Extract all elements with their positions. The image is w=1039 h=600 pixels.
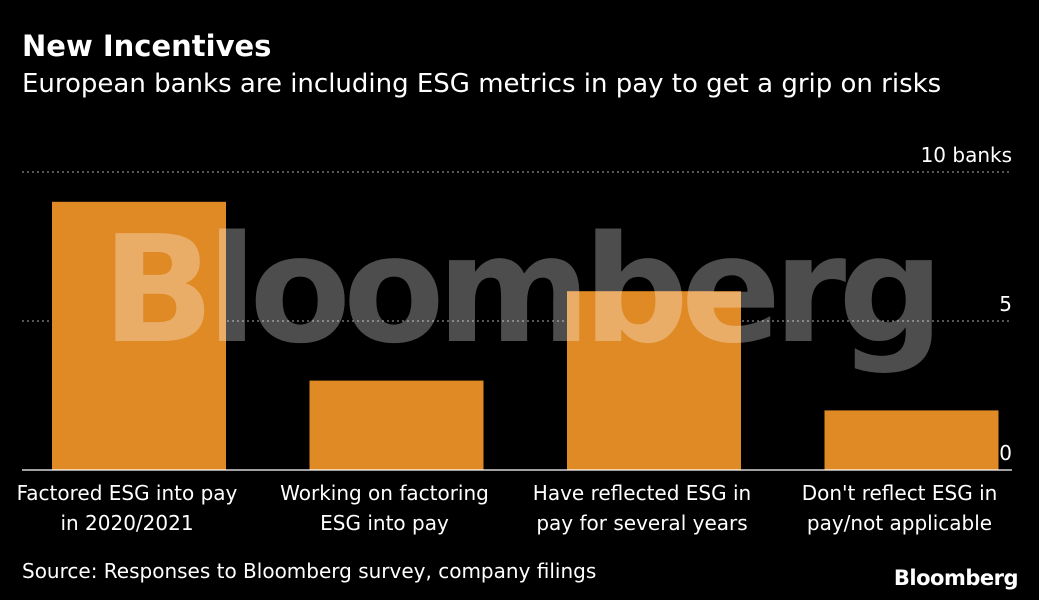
x-category-label: pay/not applicable bbox=[807, 511, 992, 535]
y-axis-tick-labels: 0 5 10 banks bbox=[921, 143, 1012, 465]
bar bbox=[309, 380, 484, 470]
bar bbox=[567, 291, 741, 470]
y-tick-label: 0 bbox=[999, 441, 1012, 465]
bloomberg-logo: Bloomberg bbox=[893, 566, 1019, 590]
chart-subtitle: European banks are including ESG metrics… bbox=[22, 69, 942, 99]
y-tick-label: 5 bbox=[999, 292, 1012, 316]
y-tick-label: 10 banks bbox=[921, 143, 1012, 167]
bars bbox=[52, 201, 999, 471]
source-note: Source: Responses to Bloomberg survey, c… bbox=[22, 559, 597, 583]
x-category-label: pay for several years bbox=[536, 511, 747, 535]
x-category-label: ESG into pay bbox=[320, 511, 449, 535]
x-category-label: Factored ESG into pay bbox=[17, 481, 238, 505]
bloomberg-watermark: Bloomberg bbox=[102, 204, 936, 376]
chart-title: New Incentives bbox=[22, 29, 272, 63]
x-category-label: Working on factoring bbox=[280, 481, 489, 505]
x-axis-category-labels: Factored ESG into pay in 2020/2021 Working… bbox=[17, 481, 998, 535]
bar bbox=[824, 410, 999, 470]
bar bbox=[52, 201, 226, 471]
x-category-label: Don't reflect ESG in bbox=[802, 481, 998, 505]
x-category-label: Have reflected ESG in bbox=[533, 481, 751, 505]
x-category-label: in 2020/2021 bbox=[60, 511, 193, 535]
